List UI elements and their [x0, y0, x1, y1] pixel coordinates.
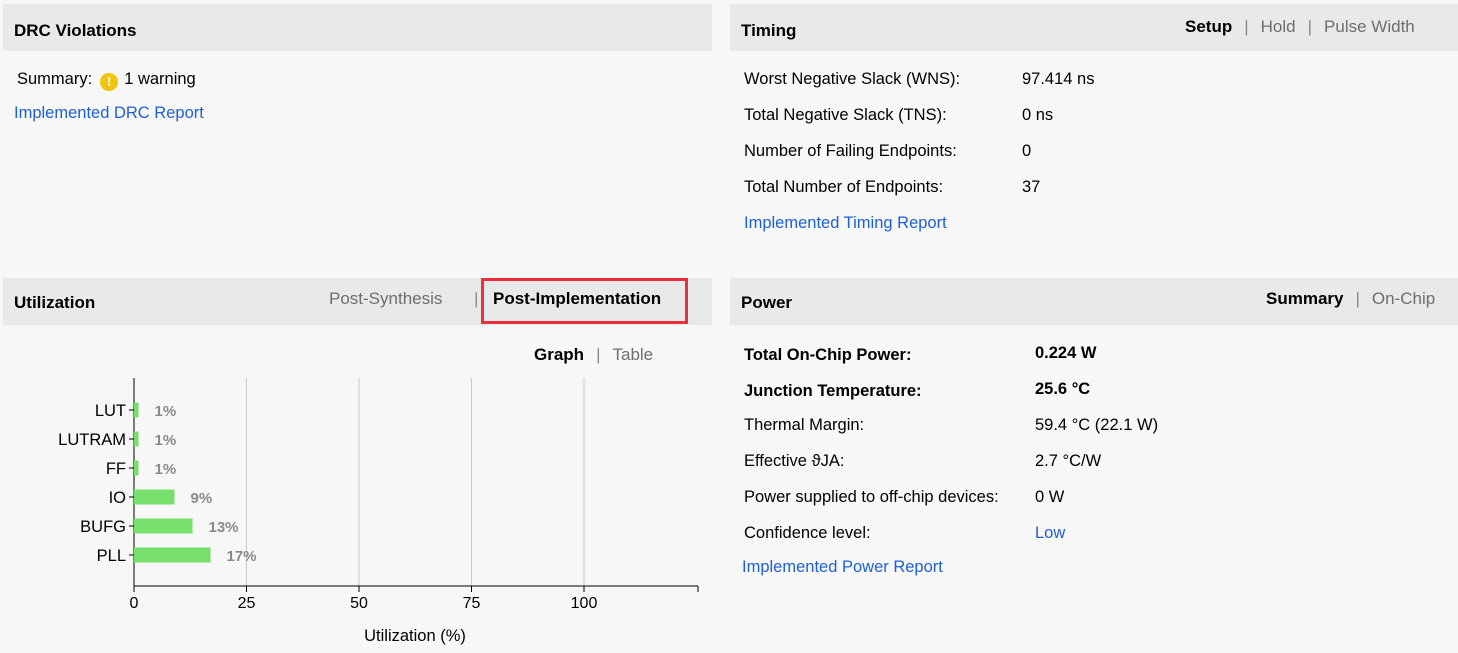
- power-report-link[interactable]: Implemented Power Report: [742, 558, 943, 576]
- power-title: Power: [741, 293, 793, 312]
- bar-value-label: 13%: [209, 519, 239, 536]
- wns-label: Worst Negative Slack (WNS):: [744, 70, 961, 88]
- tab-post-implementation[interactable]: Post-Implementation: [493, 289, 662, 308]
- tab-post-synthesis[interactable]: Post-Synthesis: [329, 289, 443, 308]
- tab-separator: |: [1355, 289, 1360, 308]
- x-axis-label: Utilization (%): [364, 627, 466, 645]
- drc-summary-value: 1 warning: [124, 70, 196, 88]
- timing-panel: Timing Setup | Hold | Pulse Width Worst Nega…: [730, 4, 1458, 254]
- effective-theta-ja-value: 2.7 °C/W: [1035, 452, 1102, 470]
- power-tabs: Summary | On-Chip: [1266, 289, 1435, 309]
- junction-temp-value: 25.6 °C: [1035, 380, 1091, 398]
- tab-separator: |: [1307, 17, 1313, 36]
- x-tick-label: 50: [350, 595, 368, 612]
- x-tick-label: 25: [238, 595, 256, 612]
- power-header: Power Summary | On-Chip: [730, 278, 1458, 325]
- bar-value-label: 1%: [155, 403, 177, 420]
- utilization-tabs: Post-Synthesis: [329, 289, 442, 309]
- utilization-chart: 0 25 50 75 100 Utilization (%) LUT 1% LUTRAM 1% FF…: [58, 378, 699, 645]
- drc-summary-label: Summary:: [17, 70, 93, 88]
- timing-tabs: Setup | Hold | Pulse Width: [1185, 17, 1415, 37]
- x-tick-label: 100: [571, 595, 598, 612]
- category-label: LUT: [95, 402, 126, 420]
- bar: [134, 518, 193, 534]
- bar: [134, 460, 139, 476]
- x-tick-label: 0: [130, 595, 139, 612]
- bar: [134, 431, 139, 447]
- offchip-power-value: 0 W: [1035, 488, 1065, 506]
- tab-separator: |: [596, 345, 601, 364]
- timing-title: Timing: [741, 21, 797, 40]
- bar-value-label: 1%: [155, 432, 177, 449]
- failing-endpoints-label: Number of Failing Endpoints:: [744, 142, 957, 160]
- power-panel: Power Summary | On-Chip Total On-Chip Powe…: [730, 278, 1458, 653]
- total-endpoints-label: Total Number of Endpoints:: [744, 178, 944, 196]
- thermal-margin-label: Thermal Margin:: [744, 416, 865, 434]
- warning-icon: !: [100, 73, 119, 91]
- total-endpoints-value: 37: [1022, 178, 1041, 196]
- category-label: PLL: [97, 547, 126, 565]
- category-label: IO: [109, 489, 127, 507]
- tab-separator: |: [474, 289, 479, 308]
- drc-report-link[interactable]: Implemented DRC Report: [14, 104, 204, 122]
- drc-summary: Summary:! 1 warning: [17, 70, 196, 91]
- tab-hold[interactable]: Hold: [1260, 17, 1296, 36]
- drc-title: DRC Violations: [14, 21, 137, 40]
- junction-temp-label: Junction Temperature:: [744, 382, 922, 400]
- tns-label: Total Negative Slack (TNS):: [744, 106, 947, 124]
- bar-value-label: 9%: [191, 490, 213, 507]
- category-label: FF: [106, 460, 126, 478]
- utilization-panel: Utilization Post-Synthesis | Post-Implem…: [3, 278, 712, 653]
- tab-summary[interactable]: Summary: [1266, 289, 1344, 308]
- category-label: BUFG: [80, 518, 126, 536]
- tab-table[interactable]: Table: [612, 345, 654, 364]
- bar: [134, 489, 175, 505]
- tns-value: 0 ns: [1022, 106, 1054, 124]
- offchip-power-label: Power supplied to off-chip devices:: [744, 488, 999, 506]
- total-power-value: 0.224 W: [1035, 344, 1097, 362]
- tab-graph[interactable]: Graph: [534, 345, 585, 364]
- thermal-margin-value: 59.4 °C (22.1 W): [1035, 416, 1159, 434]
- bar-value-label: 17%: [227, 548, 257, 565]
- x-tick-label: 75: [463, 595, 481, 612]
- timing-header: Timing Setup | Hold | Pulse Width: [730, 4, 1458, 51]
- utilization-view-tabs: Graph | Table: [534, 345, 653, 365]
- drc-panel: DRC Violations Summary:! 1 warning Implem…: [3, 4, 712, 254]
- total-power-label: Total On-Chip Power:: [744, 346, 912, 364]
- tab-pulse-width[interactable]: Pulse Width: [1324, 17, 1415, 36]
- bar: [134, 402, 139, 418]
- bar-value-label: 1%: [155, 461, 177, 478]
- confidence-level-value[interactable]: Low: [1035, 524, 1066, 542]
- bar: [134, 547, 211, 563]
- tab-separator: |: [1244, 17, 1249, 36]
- wns-value: 97.414 ns: [1022, 70, 1095, 88]
- utilization-header: Utilization Post-Synthesis | Post-Implem…: [3, 278, 712, 325]
- confidence-level-label: Confidence level:: [744, 524, 871, 542]
- tab-setup[interactable]: Setup: [1185, 17, 1233, 36]
- drc-header: DRC Violations: [3, 4, 712, 51]
- category-label: LUTRAM: [58, 431, 126, 449]
- failing-endpoints-value: 0: [1022, 142, 1032, 160]
- effective-theta-ja-label: Effective ϑJA:: [744, 452, 845, 470]
- utilization-title: Utilization: [14, 293, 96, 312]
- timing-report-link[interactable]: Implemented Timing Report: [744, 214, 947, 232]
- tab-post-implementation-highlight[interactable]: Post-Implementation: [481, 278, 688, 324]
- tab-on-chip[interactable]: On-Chip: [1371, 289, 1436, 308]
